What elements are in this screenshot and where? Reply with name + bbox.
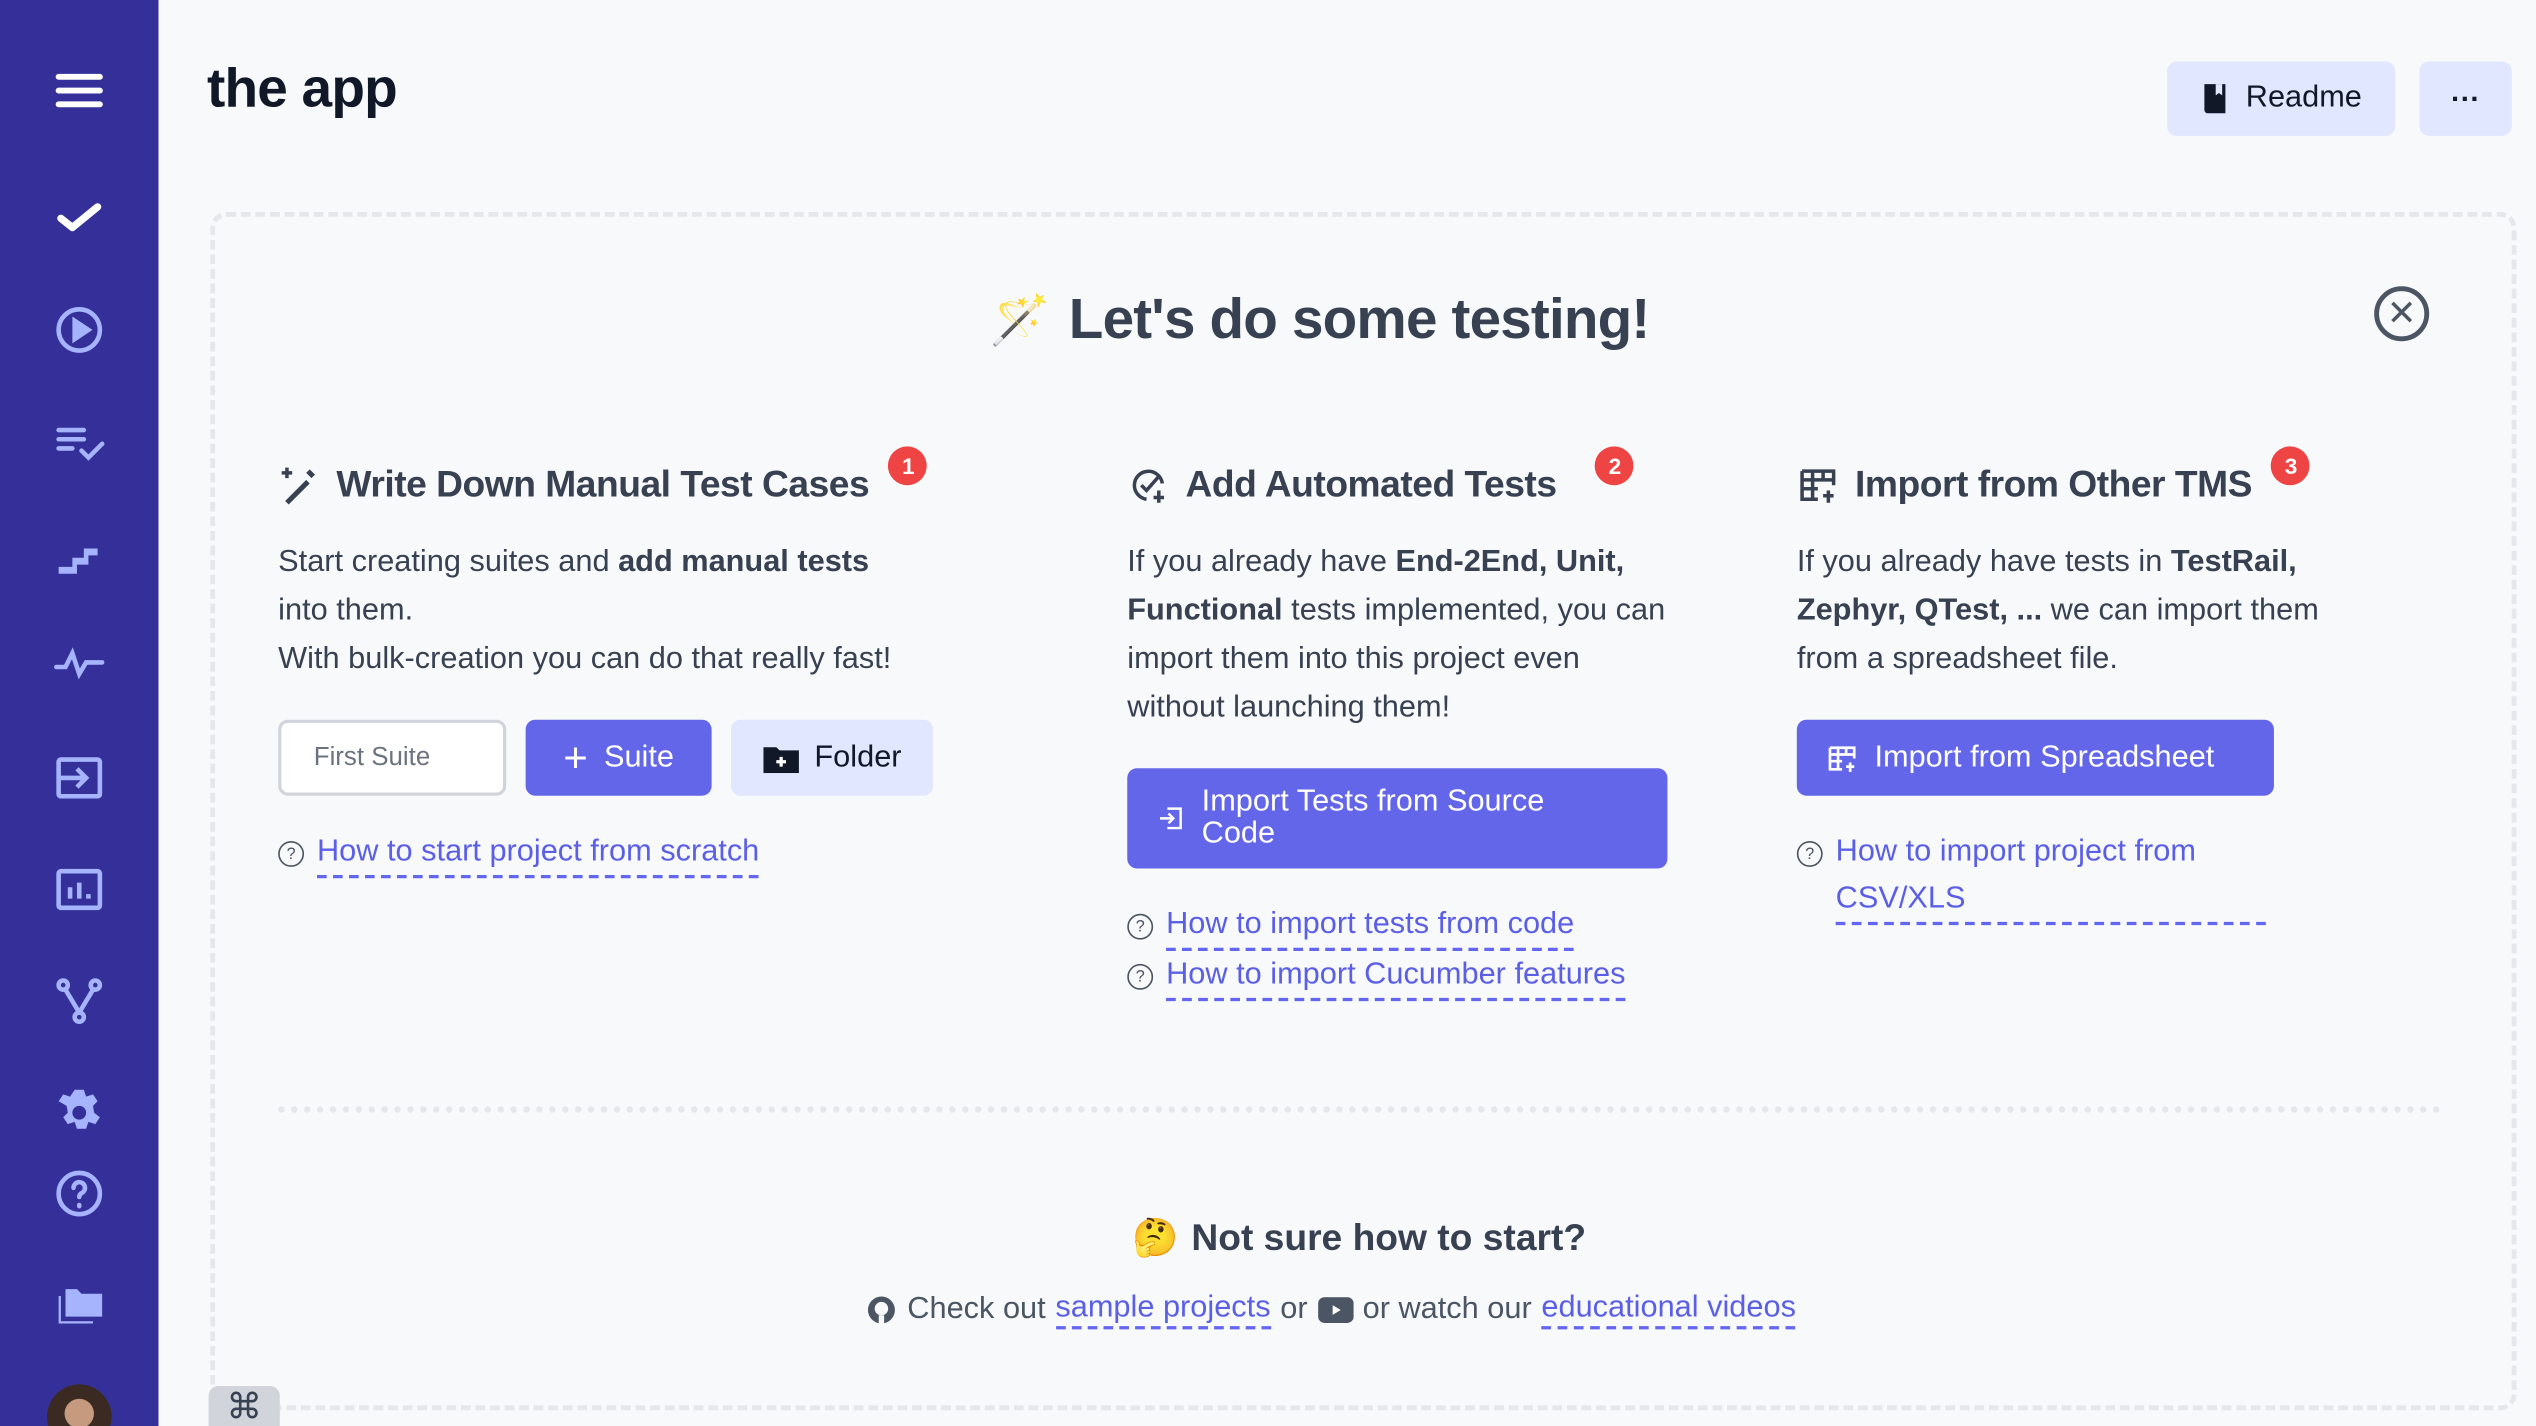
tms-description: If you already have tests in TestRail, Z…	[1796, 545, 2319, 677]
projects-folder-icon[interactable]	[47, 1276, 112, 1334]
question-icon: ?	[1796, 840, 1823, 867]
manual-title: Write Down Manual Test Cases	[336, 462, 870, 505]
avatar[interactable]	[46, 1384, 112, 1426]
settings-gear-icon[interactable]	[47, 1084, 112, 1142]
readme-label: Readme	[2245, 80, 2362, 115]
close-button[interactable]: ✕	[2374, 286, 2430, 342]
import-icon	[1160, 807, 1182, 830]
automated-column: Add Automated Tests 2 If you already have…	[1127, 445, 1725, 1002]
page-title: the app	[207, 58, 398, 120]
import-icon[interactable]	[47, 749, 112, 807]
question-icon: ?	[1127, 963, 1154, 990]
footer-help: Check out sample projects or or watch ou…	[865, 1291, 1796, 1330]
suite-actions: First Suite + Suite Folder	[278, 719, 934, 796]
step-badge: 2	[1595, 445, 1635, 485]
pulse-icon[interactable]	[47, 636, 112, 694]
suite-name-input[interactable]: First Suite	[278, 719, 507, 796]
table-plus-icon	[1828, 745, 1856, 772]
educational-videos-link[interactable]: educational videos	[1541, 1291, 1796, 1330]
import-from-code-button[interactable]: Import Tests from Source Code	[1127, 768, 1668, 869]
manual-column: Write Down Manual Test Cases 1 Start crea…	[278, 445, 957, 879]
add-suite-button[interactable]: + Suite	[525, 719, 712, 796]
question-icon: ?	[1127, 913, 1154, 940]
youtube-icon	[1317, 1297, 1353, 1323]
wand-icon	[281, 466, 315, 504]
automated-title: Add Automated Tests	[1185, 462, 1557, 505]
tests-check-icon[interactable]	[47, 189, 112, 247]
add-folder-button[interactable]: Folder	[731, 719, 934, 796]
readme-button[interactable]: Readme	[2167, 61, 2396, 136]
manual-description: Start creating suites and add manual tes…	[278, 545, 892, 677]
question-icon: ?	[278, 840, 305, 867]
onboarding-panel	[210, 211, 2517, 1411]
reports-chart-icon[interactable]	[47, 860, 112, 918]
hero-title: Let's do some testing!	[1068, 287, 1650, 351]
plans-list-check-icon[interactable]	[47, 412, 112, 470]
github-icon	[867, 1296, 895, 1324]
sample-projects-link[interactable]: sample projects	[1055, 1291, 1271, 1330]
tms-title: Import from Other TMS	[1855, 462, 2252, 505]
divider	[278, 1106, 2443, 1113]
table-plus-icon	[1800, 468, 1836, 502]
help-link-cucumber[interactable]: ? How to import Cucumber features	[1127, 951, 1626, 1002]
help-link-code[interactable]: ? How to import tests from code	[1127, 901, 1625, 951]
hero-heading: 🪄 Let's do some testing!	[990, 288, 1650, 353]
more-button[interactable]: ···	[2419, 61, 2512, 136]
close-icon: ✕	[2386, 292, 2417, 334]
branch-icon[interactable]	[47, 972, 112, 1030]
command-palette-button[interactable]: ⌘	[208, 1386, 280, 1426]
runs-play-icon[interactable]	[47, 301, 112, 359]
step-badge: 1	[888, 445, 928, 485]
help-link-scratch[interactable]: ? How to start project from scratch	[278, 828, 760, 879]
not-sure-heading: 🤔 Not sure how to start?	[1132, 1216, 1587, 1259]
book-icon	[2203, 84, 2225, 114]
menu-icon[interactable]	[47, 61, 112, 119]
check-circle-plus-icon	[1132, 468, 1165, 502]
magic-wand-icon: 🪄	[989, 293, 1050, 347]
steps-stairs-icon[interactable]	[47, 524, 112, 582]
folder-plus-icon	[762, 746, 799, 773]
plus-icon: +	[563, 732, 588, 782]
step-badge: 3	[2271, 445, 2311, 485]
automated-description: If you already have End-2End, Unit, Func…	[1127, 545, 1666, 725]
help-link-csv[interactable]: ? How to import project from CSV/XLS	[1796, 828, 2266, 926]
tms-column: Import from Other TMS 3 If you already ha…	[1796, 445, 2444, 926]
thinking-emoji-icon: 🤔	[1132, 1216, 1179, 1259]
import-spreadsheet-button[interactable]: Import from Spreadsheet	[1796, 719, 2274, 796]
sidebar	[0, 0, 159, 1426]
help-icon[interactable]	[47, 1164, 112, 1222]
